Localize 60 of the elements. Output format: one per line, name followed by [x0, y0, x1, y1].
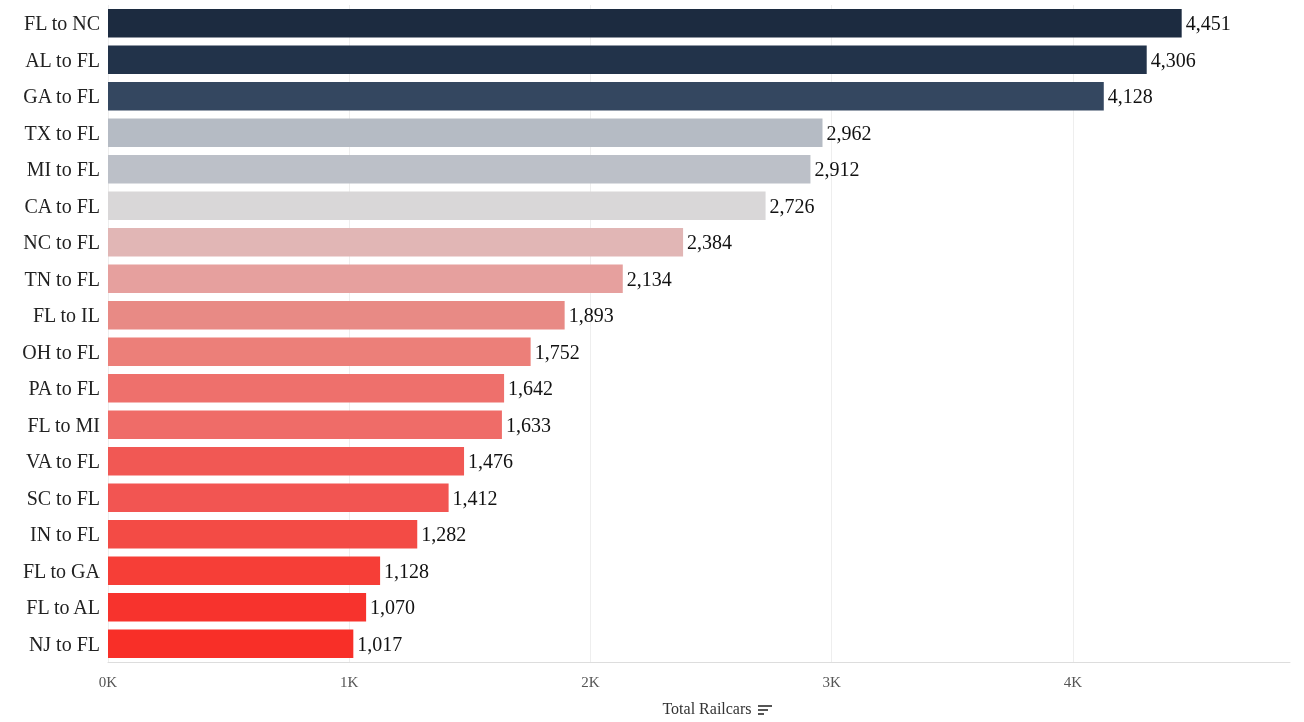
data-label: 2,962	[826, 121, 872, 144]
bar	[108, 337, 531, 366]
data-label: 4,451	[1185, 12, 1231, 35]
x-tick-label: 0K	[98, 673, 118, 690]
bar	[108, 301, 565, 330]
y-tick-label: PA to FL	[28, 377, 100, 400]
bar	[108, 374, 505, 403]
x-axis-title: Total Railcars	[662, 700, 752, 717]
bar	[108, 45, 1147, 74]
data-label: 1,893	[568, 304, 614, 327]
y-tick-label: TX to FL	[24, 121, 100, 144]
data-label: 4,306	[1150, 48, 1196, 71]
y-tick-label: IN to FL	[30, 523, 100, 546]
x-tick-label: 4K	[1063, 673, 1083, 690]
data-label: 1,642	[508, 377, 554, 400]
y-tick-label: GA to FL	[23, 85, 100, 108]
data-label: 2,384	[687, 231, 733, 254]
y-tick-label: MI to FL	[26, 158, 100, 181]
bar	[108, 520, 418, 549]
y-tick-label: NJ to FL	[28, 632, 100, 655]
bar	[108, 264, 623, 293]
data-label: 2,912	[814, 158, 860, 181]
bar	[108, 483, 449, 512]
data-label: 1,070	[370, 596, 416, 619]
x-tick-label: 1K	[340, 673, 359, 690]
bar	[108, 155, 811, 184]
data-label: 1,633	[505, 413, 551, 436]
bar	[108, 410, 502, 439]
bar	[108, 228, 684, 257]
y-tick-label: FL to NC	[24, 12, 100, 35]
data-label: 2,726	[769, 194, 815, 217]
y-tick-label: TN to FL	[24, 267, 100, 290]
data-label: 1,128	[384, 559, 430, 582]
bar	[108, 82, 1104, 111]
x-tick-label: 3K	[822, 673, 841, 690]
y-tick-label: AL to FL	[25, 48, 100, 71]
x-tick-label: 2K	[581, 673, 600, 690]
y-tick-label: VA to FL	[25, 450, 100, 473]
bar	[108, 9, 1182, 38]
y-tick-label: OH to FL	[22, 340, 100, 363]
bar	[108, 447, 465, 476]
data-label: 4,128	[1107, 85, 1153, 108]
bar	[108, 629, 354, 658]
data-label: 1,752	[534, 340, 580, 363]
bar	[108, 593, 367, 622]
data-label: 2,134	[626, 267, 672, 290]
y-tick-label: FL to IL	[32, 304, 100, 327]
y-tick-label: FL to MI	[27, 413, 100, 436]
data-label: 1,476	[468, 450, 514, 473]
y-tick-label: SC to FL	[26, 486, 100, 509]
y-tick-label: CA to FL	[24, 194, 100, 217]
bar	[108, 118, 823, 147]
bar	[108, 556, 381, 585]
y-tick-label: FL to GA	[22, 559, 101, 582]
y-tick-label: NC to FL	[23, 231, 100, 254]
data-label: 1,282	[421, 523, 467, 546]
data-label: 1,017	[357, 632, 403, 655]
bar	[108, 191, 766, 220]
data-label: 1,412	[452, 486, 498, 509]
y-tick-label: FL to AL	[26, 596, 100, 619]
